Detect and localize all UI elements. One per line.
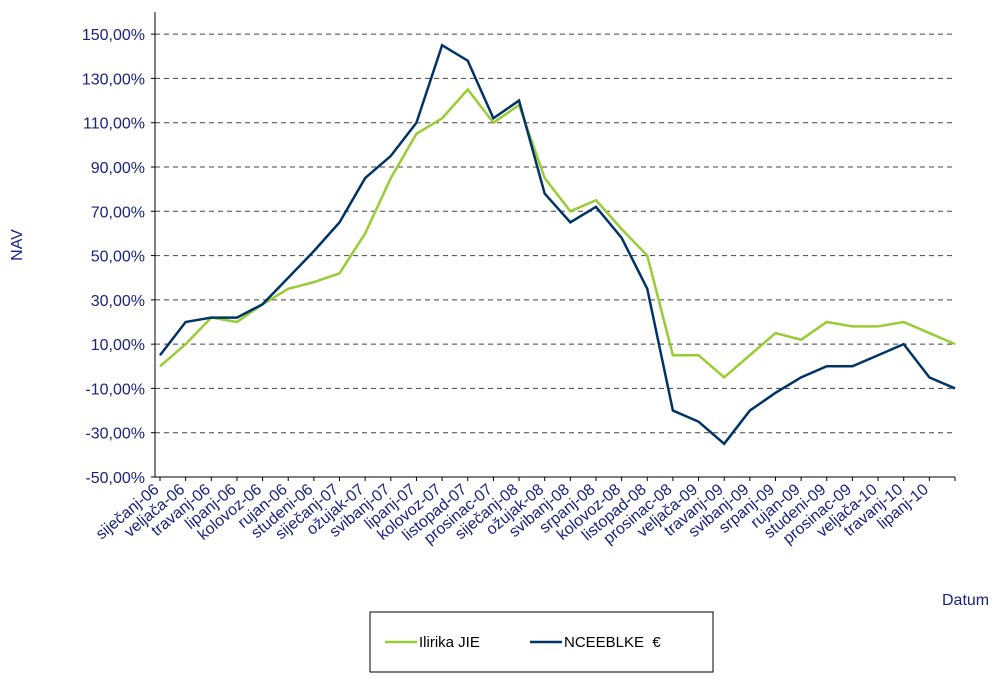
legend-label: Ilirika JIE: [419, 634, 480, 651]
legend-box: [369, 611, 714, 673]
y-tick-label: -30,00%: [85, 426, 145, 443]
y-tick-label: -50,00%: [85, 470, 145, 487]
series-line: [159, 43, 956, 446]
y-tick-label: 130,00%: [82, 71, 145, 88]
y-tick-label: 150,00%: [82, 27, 145, 44]
y-tick-label: 50,00%: [91, 249, 145, 266]
y-tick-label: 90,00%: [91, 160, 145, 177]
series-line: [159, 87, 956, 380]
y-axis-label: NAV: [9, 229, 26, 261]
y-tick-label: 10,00%: [91, 337, 145, 354]
y-tick-label: -10,00%: [85, 381, 145, 398]
y-tick-label: 110,00%: [83, 116, 145, 133]
legend-label: NCEEBLKE €: [564, 634, 661, 651]
y-tick-label: 70,00%: [91, 204, 145, 221]
x-axis-label: Datum: [942, 592, 989, 609]
y-tick-label: 30,00%: [91, 293, 145, 310]
